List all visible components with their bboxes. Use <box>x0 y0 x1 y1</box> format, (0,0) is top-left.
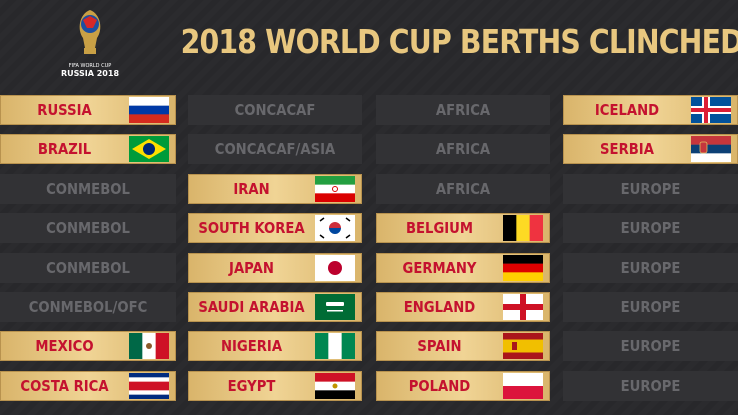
open-cell: AFRICA <box>376 173 550 204</box>
logo-line2: RUSSIA 2018 <box>60 69 120 78</box>
clinched-cell: RUSSIA <box>0 95 176 125</box>
cell-label: COSTA RICA <box>20 376 109 395</box>
cell-label: AFRICA <box>435 179 491 198</box>
open-cell: EUROPE <box>563 370 738 401</box>
clinched-cell: NIGERIA <box>188 331 362 362</box>
cell-label: MEXICO <box>35 337 94 356</box>
open-cell: EUROPE <box>563 331 738 362</box>
cell-label: CONMEBOL <box>46 179 130 198</box>
open-cell: CONMEBOL <box>0 173 176 204</box>
flag <box>129 372 169 399</box>
open-cell: CONCACAF/ASIA <box>188 134 362 165</box>
cell-label: EUROPE <box>620 376 681 395</box>
cell-label: EUROPE <box>620 298 681 316</box>
clinched-cell: EGYPT <box>188 370 362 401</box>
flag <box>315 372 355 399</box>
flag <box>129 333 169 360</box>
cell-label: BELGIUM <box>405 219 474 238</box>
cell-label: EUROPE <box>620 337 681 356</box>
open-cell: CONCACAF <box>188 95 362 125</box>
clinched-cell: BRAZIL <box>0 134 176 165</box>
flag <box>315 254 355 281</box>
clinched-cell: JAPAN <box>188 252 362 283</box>
cell-label: SAUDI ARABIA <box>198 298 305 316</box>
cell-label: ENGLAND <box>403 298 476 316</box>
flag <box>503 372 543 399</box>
open-cell: EUROPE <box>563 173 738 204</box>
open-cell: CONMEBOL <box>0 213 176 244</box>
open-cell: EUROPE <box>563 292 738 322</box>
cell-label: EUROPE <box>620 219 681 238</box>
open-cell: AFRICA <box>376 95 550 125</box>
cell-label: SOUTH KOREA <box>198 219 305 238</box>
cell-label: SPAIN <box>417 337 462 356</box>
cell-label: EUROPE <box>620 179 681 198</box>
logo-emblem <box>79 10 101 54</box>
clinched-cell: ENGLAND <box>376 292 550 322</box>
clinched-cell: GERMANY <box>376 252 550 283</box>
cell-label: CONMEBOL <box>46 258 130 277</box>
clinched-cell: SAUDI ARABIA <box>188 292 362 322</box>
cell-label: BRAZIL <box>37 140 92 159</box>
flag <box>503 294 543 320</box>
cell-label: IRAN <box>233 179 270 198</box>
cell-label: AFRICA <box>435 140 491 159</box>
flag <box>315 333 355 360</box>
cell-label: AFRICA <box>435 101 491 119</box>
flag <box>503 333 543 360</box>
cell-label: CONMEBOL <box>46 219 130 238</box>
flag <box>691 97 731 123</box>
clinched-cell: ICELAND <box>563 95 738 125</box>
clinched-cell: SPAIN <box>376 331 550 362</box>
open-cell: EUROPE <box>563 213 738 244</box>
cell-label: CONMEBOL/OFC <box>28 298 148 316</box>
flag <box>503 254 543 281</box>
cell-label: NIGERIA <box>220 337 283 356</box>
cell-label: EGYPT <box>227 376 276 395</box>
clinched-cell: MEXICO <box>0 331 176 362</box>
flag <box>315 294 355 320</box>
clinched-cell: COSTA RICA <box>0 370 176 401</box>
cell-label: EUROPE <box>620 258 681 277</box>
flag <box>315 215 355 242</box>
flag <box>691 136 731 163</box>
title: 2018 WORLD CUP BERTHS CLINCHED <box>180 22 738 61</box>
cell-label: RUSSIA <box>37 101 92 119</box>
flag <box>129 97 169 123</box>
flag <box>129 136 169 163</box>
open-cell: EUROPE <box>563 252 738 283</box>
flag <box>315 175 355 202</box>
logo-line1: FIFA WORLD CUP <box>68 63 112 69</box>
open-cell: CONMEBOL/OFC <box>0 292 176 322</box>
cell-label: CONCACAF <box>234 101 316 119</box>
cell-label: ICELAND <box>594 101 660 119</box>
open-cell: CONMEBOL <box>0 252 176 283</box>
clinched-cell: BELGIUM <box>376 213 550 244</box>
cell-label: SERBIA <box>600 140 654 159</box>
clinched-cell: SOUTH KOREA <box>188 213 362 244</box>
clinched-cell: SERBIA <box>563 134 738 165</box>
cell-label: JAPAN <box>229 258 274 277</box>
clinched-cell: POLAND <box>376 370 550 401</box>
cell-label: CONCACAF/ASIA <box>214 140 336 159</box>
clinched-cell: IRAN <box>188 173 362 204</box>
open-cell: AFRICA <box>376 134 550 165</box>
cell-label: GERMANY <box>402 258 477 277</box>
logo: FIFA WORLD CUP RUSSIA 2018 <box>50 8 130 78</box>
flag <box>503 215 543 242</box>
cell-label: POLAND <box>408 376 471 395</box>
